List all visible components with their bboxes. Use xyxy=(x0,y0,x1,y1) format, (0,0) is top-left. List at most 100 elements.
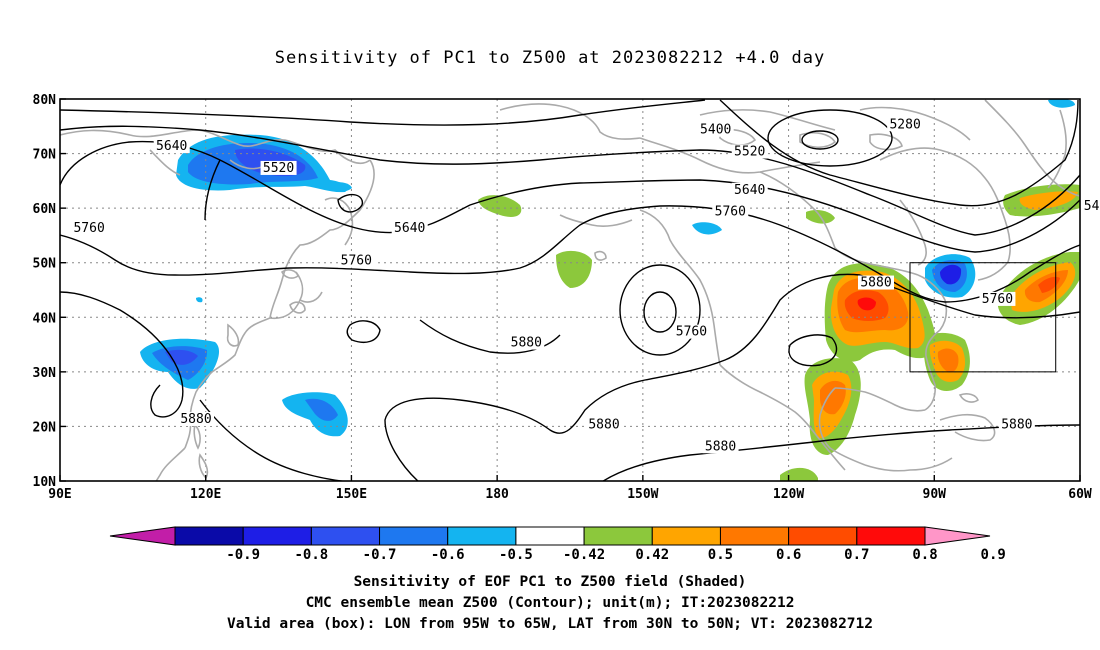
contour-5880d xyxy=(788,334,838,367)
contour-5760 xyxy=(60,205,1080,303)
contour-label: 5880 xyxy=(705,439,736,454)
captions: Sensitivity of EOF PC1 to Z500 field (Sh… xyxy=(0,572,1100,635)
contour-label-bg xyxy=(338,253,375,268)
contour-label: 5640 xyxy=(156,139,187,154)
shade-pos-labrador-orange xyxy=(1019,191,1078,210)
contour-label: 5520 xyxy=(734,145,765,160)
sensitivity-shading xyxy=(140,99,1080,481)
shade-pos-us-red2 xyxy=(857,297,876,311)
colorbar-box xyxy=(651,526,721,546)
contour-labels: 5280540054005520552056405640564057605760… xyxy=(71,117,1100,454)
colorbar-tick-label: 0.6 xyxy=(776,547,801,563)
colorbar: -0.9 -0.8 -0.7 -0.6 -0.5 -0.42 0.42 0.5 0.6 0.7 0.… xyxy=(109,526,1006,563)
caption-line-2: CMC ensemble mean Z500 (Contour); unit(m… xyxy=(305,595,795,611)
contour-label-bg xyxy=(731,144,768,159)
contour-label: 5640 xyxy=(394,221,425,236)
contour-label-bg xyxy=(586,417,622,432)
contour-label: 5760 xyxy=(982,292,1013,307)
contour-label-bg xyxy=(697,122,734,137)
shade-pos-mexico-dark xyxy=(820,380,846,415)
y-tick-label: 80N xyxy=(33,93,57,108)
contour-label-bg xyxy=(178,411,214,426)
contour-5520 xyxy=(60,125,1080,236)
colorbar-tick-label: 0.42 xyxy=(635,547,669,563)
contour-label: 5640 xyxy=(734,183,765,198)
x-tick-label: 90E xyxy=(48,487,71,502)
contour-label-bg xyxy=(858,275,894,290)
shade-neg-spot-arctic xyxy=(1048,99,1075,108)
colorbar-tick-label: 0.9 xyxy=(981,547,1006,563)
y-tick-label: 60N xyxy=(33,202,57,217)
y-tick-label: 50N xyxy=(33,257,57,272)
colorbar-box xyxy=(174,526,244,546)
contour-label-bg xyxy=(1081,199,1100,214)
contour-label: 5880 xyxy=(511,336,542,351)
colorbar-box xyxy=(242,526,312,546)
contour-label: 5760 xyxy=(341,254,372,269)
colorbar-tick-label: -0.6 xyxy=(431,547,465,563)
colorbar-box xyxy=(719,526,790,546)
contour-label: 5400 xyxy=(1084,199,1100,214)
shade-pos-central-am xyxy=(780,467,818,481)
contour-label-bg xyxy=(153,139,190,154)
contour-label: 5280 xyxy=(889,117,920,132)
contour-5880g xyxy=(859,274,1080,319)
y-tick-label: 10N xyxy=(33,475,57,490)
contour-label-bg xyxy=(260,160,297,175)
y-tick-label: 40N xyxy=(33,311,57,326)
shade-neg-pacific-core xyxy=(305,398,338,421)
colorbar-tick-label: 0.5 xyxy=(708,547,733,563)
contour-label: 5880 xyxy=(860,276,891,291)
contour-5400 xyxy=(60,99,1079,207)
colorbar-tick-label: -0.42 xyxy=(563,547,605,563)
shade-neg-greatlakes-core2 xyxy=(940,264,962,285)
colorbar-box xyxy=(379,526,449,546)
contour-label: 5760 xyxy=(73,221,104,236)
x-tick-label: 120E xyxy=(190,487,221,502)
contour-low-5280-outer xyxy=(767,109,893,167)
plot-frame xyxy=(59,98,1081,482)
contour-5880c xyxy=(601,424,1080,481)
colorbar-tick-label: -0.8 xyxy=(295,547,329,563)
caption-line-3: Valid area (box): LON from 95W to 65W, L… xyxy=(226,616,873,632)
shade-neg-spot-bering xyxy=(325,182,352,192)
contour-label-bg xyxy=(391,220,428,235)
figure-title: Sensitivity of PC1 to Z500 at 2023082212… xyxy=(274,48,826,68)
contour-label: 5880 xyxy=(1001,417,1032,432)
contour-label-bg xyxy=(702,439,739,454)
shade-neg-spot-alaska xyxy=(692,222,722,235)
x-tick-label: 90W xyxy=(923,487,947,502)
colorbar-tick-label: -0.9 xyxy=(226,547,260,563)
contour-label-bg xyxy=(712,204,749,219)
shade-pos-bering xyxy=(478,195,522,217)
colorbar-tick-label: 0.7 xyxy=(844,547,869,563)
colorbar-tick-label: -0.7 xyxy=(363,547,397,563)
x-axis-ticks: 90E 120E 150E 180 150W 120W 90W 60W xyxy=(48,475,1092,502)
x-tick-label: 150E xyxy=(336,487,367,502)
contour-5880b xyxy=(384,273,861,481)
shade-neg-pacific xyxy=(282,392,348,437)
shade-pos-gulf-alaska xyxy=(556,250,592,288)
contour-label: 5400 xyxy=(700,123,731,138)
y-tick-label: 70N xyxy=(33,148,57,163)
colorbar-high-triangle xyxy=(924,526,991,546)
coastlines xyxy=(60,99,1080,481)
contour-label-bg xyxy=(998,417,1035,432)
colorbar-tick-label: 0.8 xyxy=(912,547,937,563)
contour-label: 5880 xyxy=(588,417,619,432)
valid-area-box xyxy=(909,262,1057,373)
colorbar-low-triangle xyxy=(109,526,176,546)
contour-label: 5880 xyxy=(180,412,211,427)
colorbar-tick-label: -0.5 xyxy=(499,547,533,563)
x-tick-label: 120W xyxy=(773,487,804,502)
contour-label: 5520 xyxy=(263,161,294,176)
y-axis-ticks: 10N 20N 30N 40N 50N 60N 70N 80N xyxy=(33,93,66,490)
colorbar-box xyxy=(310,526,381,546)
contour-label: 5760 xyxy=(676,325,707,340)
contour-low-5280 xyxy=(801,130,839,150)
shade-pos-se-dark xyxy=(937,348,959,373)
y-tick-label: 30N xyxy=(33,366,57,381)
contour-label-bg xyxy=(508,335,545,350)
y-tick-label: 20N xyxy=(33,420,57,435)
